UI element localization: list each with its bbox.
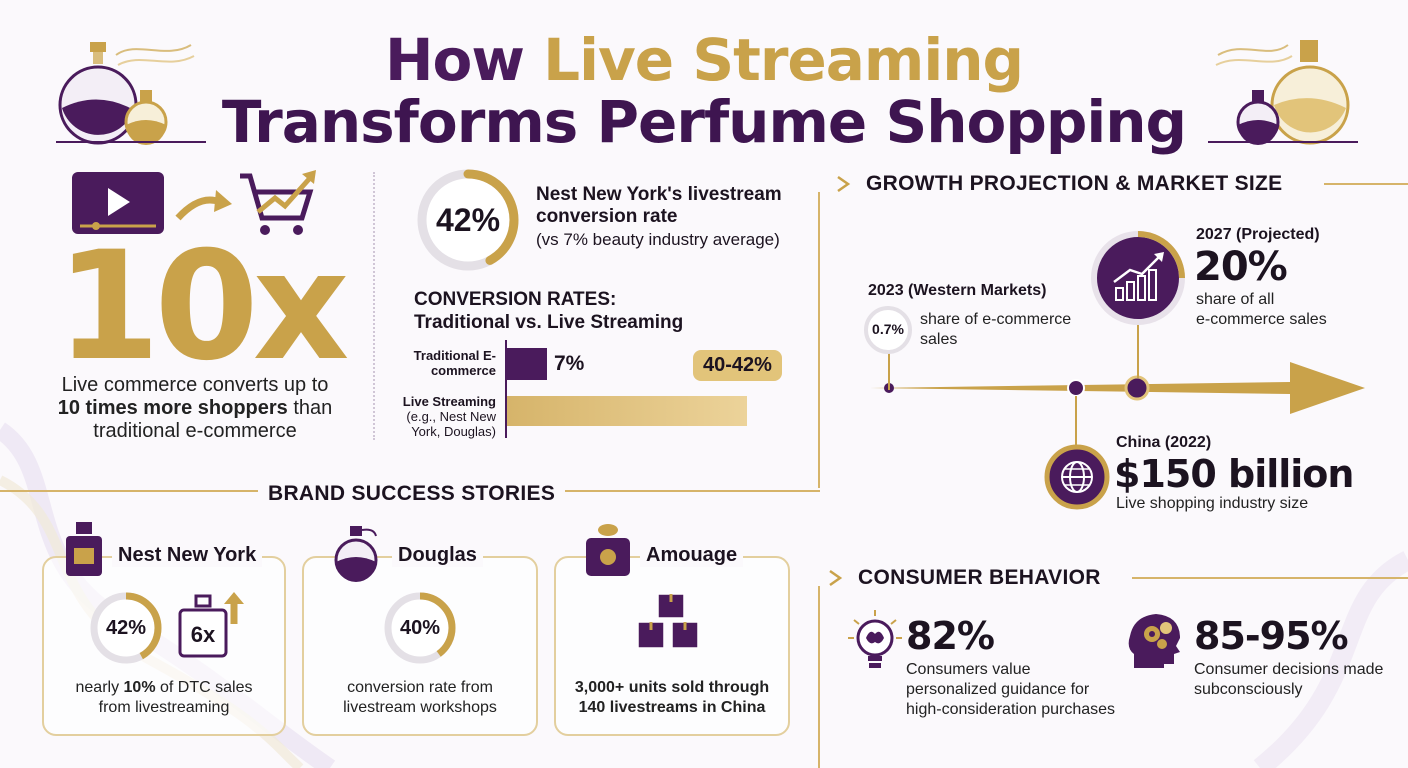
perfume-bottles-right-icon [1208, 40, 1358, 145]
vertical-divider [373, 172, 375, 440]
growth-title-line [1324, 183, 1408, 185]
nest-subtext: (vs 7% beauty industry average) [536, 230, 780, 249]
growth-2027-heading: 2027 (Projected) [1196, 226, 1320, 243]
conversion-title-line2: Traditional vs. Live Streaming [414, 312, 684, 333]
hero-desc-bold: 10 times more shoppers [57, 397, 288, 419]
chevron-right-icon [837, 175, 851, 193]
conversion-title-line1: CONVERSION RATES: [414, 289, 617, 310]
nest-card-text: nearly 10% of DTC sales from livestreami… [75, 679, 253, 716]
bar-value-live: 40-42% [693, 350, 782, 381]
consumer-stat-1: 82% [906, 614, 995, 658]
title-highlight: Live Streaming [543, 26, 1024, 94]
tick-2023 [888, 340, 890, 390]
hero-description: Live commerce converts up to 10 times mo… [40, 374, 350, 443]
boxes-icon [637, 593, 699, 649]
brand-name-nest: Nest New York [112, 544, 263, 567]
china-heading: China (2022) [1116, 434, 1212, 451]
growth-2023-badge-text: 0.7% [872, 321, 904, 337]
growth-timeline-arrow [870, 362, 1365, 414]
growth-title: GROWTH PROJECTION & MARKET SIZE [866, 172, 1283, 195]
brain-bulb-icon [848, 610, 902, 668]
perfume-bottles-left-icon [56, 42, 206, 145]
amouage-card-text: 3,000+ units sold through 140 livestream… [574, 679, 770, 716]
nest-card-percent: 42% [105, 617, 147, 639]
douglas-card-percent: 40% [399, 617, 441, 639]
nest-conversion-ring [417, 169, 519, 271]
hero-desc-post: than traditional e-commerce [93, 397, 333, 442]
amouage-bottle-icon [586, 524, 630, 576]
brands-title: BRAND SUCCESS STORIES [258, 482, 566, 506]
brand-card-nest [42, 556, 286, 736]
brand-name-douglas: Douglas [392, 544, 483, 567]
growth-2027-text: share of all e-commerce sales [1196, 291, 1327, 328]
tick-2027 [1137, 320, 1139, 378]
consumer-text-1: Consumers value personalized guidance fo… [906, 661, 1116, 718]
bar-traditional [507, 348, 547, 380]
china-text: Live shopping industry size [1116, 495, 1309, 512]
head-gears-icon [1128, 614, 1180, 668]
growth-divider [818, 192, 820, 488]
consumer-title-line [1132, 577, 1408, 579]
title-line-2: Transforms Perfume Shopping [221, 88, 1187, 156]
consumer-text-2: Consumer decisions made subconsciously [1194, 661, 1384, 698]
globe-icon [1044, 444, 1110, 510]
chevron-right-icon [829, 569, 843, 587]
perfume-bottle-icon [66, 522, 102, 576]
nest-card-badge: 6x [190, 622, 216, 647]
hero-desc-pre: Live commerce converts up to [61, 374, 329, 396]
title-line-1: How Live Streaming [0, 26, 1408, 94]
sales-growth-icon [178, 592, 244, 658]
nest-heading: Nest New York's livestream conversion ra… [536, 184, 782, 227]
growth-2023-text: share of e-commerce sales [920, 311, 1072, 348]
conversion-title: CONVERSION RATES: Traditional vs. Live S… [414, 288, 683, 334]
nest-card-ring [90, 592, 162, 664]
growth-chart-icon [1091, 231, 1185, 325]
video-to-cart-icon [72, 170, 316, 235]
atomizer-bottle-icon [334, 526, 378, 582]
douglas-card-text: conversion rate from livestream workshop… [343, 679, 497, 716]
bar-label-traditional: Traditional E-commerce [413, 348, 496, 378]
growth-2027-big: 20% [1194, 244, 1288, 290]
bar-live-streaming [507, 396, 747, 426]
consumer-divider [818, 586, 820, 768]
bar-value-traditional: 7% [554, 352, 585, 375]
nest-percent: 42% [435, 202, 501, 238]
growth-2023-heading: 2023 (Western Markets) [868, 282, 1047, 299]
growth-2023-badge [864, 306, 912, 354]
consumer-title: CONSUMER BEHAVIOR [858, 566, 1101, 589]
consumer-stat-2: 85-95% [1194, 614, 1349, 658]
tick-china [1075, 396, 1077, 448]
douglas-card-ring [384, 592, 456, 664]
bar-axis [505, 340, 507, 438]
bar-label-live: Live Streaming (e.g., Nest New York, Dou… [402, 394, 496, 439]
china-big: $150 billion [1114, 452, 1354, 496]
brand-name-amouage: Amouage [640, 544, 744, 567]
hero-big-stat: 10x [56, 220, 349, 394]
title-prefix: How [384, 26, 544, 94]
